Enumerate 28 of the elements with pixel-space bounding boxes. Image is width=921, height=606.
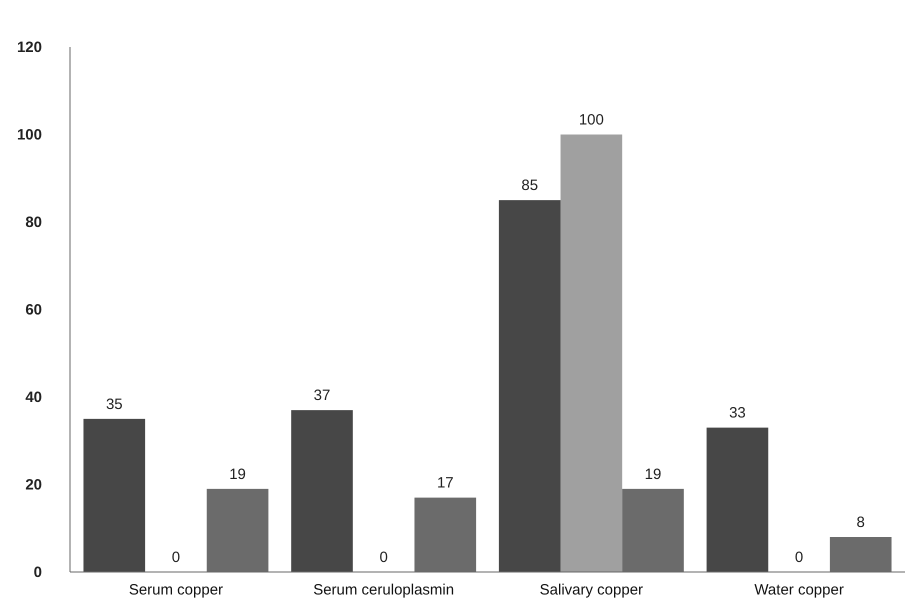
data-label: 0: [794, 549, 804, 566]
data-label: 0: [379, 549, 388, 566]
x-tick-label: Water copper: [754, 582, 844, 599]
data-label: 19: [229, 466, 246, 483]
y-tick-label: 20: [25, 476, 42, 494]
x-tick-label: Serum ceruloplasmin: [313, 582, 454, 599]
bar: [498, 200, 561, 572]
y-tick-label: 40: [25, 388, 42, 406]
y-tick-label: 0: [34, 564, 42, 581]
data-label: 100: [578, 112, 604, 128]
data-label: 8: [856, 514, 865, 531]
bar: [83, 418, 146, 572]
y-tick-label: 60: [25, 301, 42, 318]
data-label: 85: [521, 177, 538, 194]
data-label: 37: [314, 387, 330, 404]
data-label: 0: [172, 549, 180, 566]
data-label: 33: [729, 404, 746, 422]
data-label: 19: [644, 466, 662, 483]
bar: [706, 428, 768, 572]
data-label: 35: [106, 396, 123, 413]
y-tick-label: 100: [16, 126, 42, 144]
y-tick-label: 120: [16, 38, 42, 56]
bar: [291, 410, 353, 572]
bar: [560, 134, 622, 572]
y-tick-label: 80: [25, 214, 42, 231]
data-label: 17: [436, 474, 454, 492]
x-tick-label: Serum copper: [128, 582, 224, 599]
x-tick-label: Salivary copper: [540, 582, 644, 599]
